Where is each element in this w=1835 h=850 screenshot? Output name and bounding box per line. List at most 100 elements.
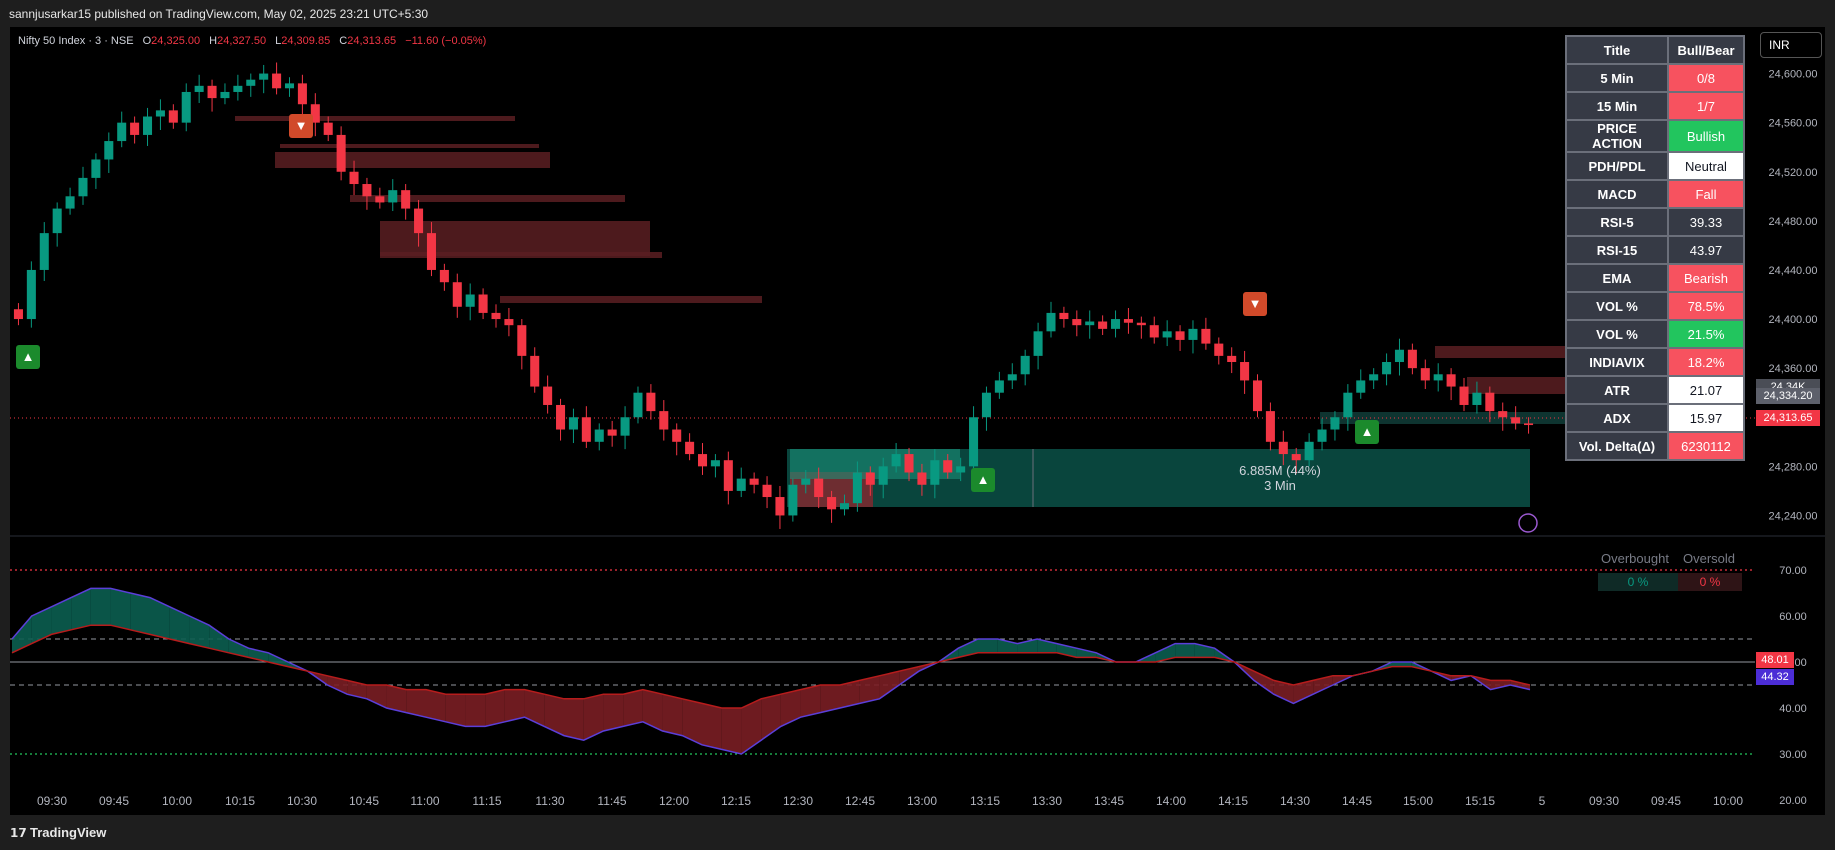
candle-body xyxy=(775,497,785,516)
candle-body xyxy=(1420,368,1430,381)
candle-body xyxy=(1304,441,1314,461)
candle-body xyxy=(865,472,875,485)
tradingview-logo[interactable]: 𝟭𝟳 TradingView xyxy=(10,825,106,840)
time-tick-label: 09:30 xyxy=(37,794,67,808)
candle-body xyxy=(284,83,295,89)
candle-body xyxy=(39,233,49,270)
candle-body xyxy=(1524,423,1534,426)
supply-zone xyxy=(280,144,539,148)
dashboard-row: 15 Min 1/7 xyxy=(1565,91,1745,121)
candle-body xyxy=(78,177,88,197)
candle-body xyxy=(336,134,346,172)
time-tick-label: 13:45 xyxy=(1094,794,1124,808)
rsi-fill-segment xyxy=(228,639,249,658)
rsi-fill-segment xyxy=(1490,680,1511,690)
currency-label: INR xyxy=(1769,38,1790,52)
price-tick-label: 24,600.00 xyxy=(1769,69,1818,81)
sell-marker-1[interactable]: ▼ xyxy=(289,114,313,138)
candle-body xyxy=(1033,331,1043,356)
buy-marker-3[interactable]: ▲ xyxy=(1355,420,1379,444)
buy-marker-1[interactable]: ▲ xyxy=(16,345,40,369)
candle-body xyxy=(969,417,979,467)
candle-body xyxy=(233,85,243,92)
rsi-fill-segment xyxy=(209,625,229,653)
candle-body xyxy=(130,122,140,135)
candle-body xyxy=(1433,374,1443,381)
oversold-value: 0 % xyxy=(1678,573,1742,591)
candle-body xyxy=(710,460,720,467)
price-tick-label: 24,280.00 xyxy=(1769,461,1818,473)
overbought-value: 0 % xyxy=(1598,573,1678,591)
price-tick-label: 24,520.00 xyxy=(1769,167,1818,179)
close-value: 24,313.65 xyxy=(347,35,397,47)
rsi-fill-segment xyxy=(662,694,683,736)
candle-body xyxy=(401,190,411,209)
buy-marker-2[interactable]: ▲ xyxy=(971,468,995,492)
candle-body xyxy=(827,497,837,510)
candle-body xyxy=(581,417,591,442)
candle-body xyxy=(1485,392,1495,412)
candle-body xyxy=(478,294,488,313)
rsi-fill-segment xyxy=(386,685,407,713)
price-tick-label: 24,240.00 xyxy=(1769,510,1818,522)
dashboard-row: MACD Fall xyxy=(1565,179,1745,209)
time-tick-label: 14:45 xyxy=(1342,794,1372,808)
high-label: H xyxy=(209,35,218,47)
candle-body xyxy=(1446,374,1456,387)
currency-button[interactable]: INR xyxy=(1760,32,1822,58)
rsi-fill-segment xyxy=(110,588,131,630)
overbought-label: Overbought xyxy=(1601,551,1669,566)
last-price-value: 24,313.65 xyxy=(1763,412,1813,424)
candle-body xyxy=(194,85,204,92)
rsi-tick-label: 40.00 xyxy=(1779,703,1807,715)
dashboard-value-cell: Bearish xyxy=(1667,263,1745,293)
time-tick-label: 09:45 xyxy=(1651,794,1681,808)
time-tick-label: 15:00 xyxy=(1403,794,1433,808)
candle-body xyxy=(52,208,62,234)
rsi-fill-segment xyxy=(1392,662,1412,667)
dashboard-title-cell: PDH/PDL xyxy=(1565,151,1669,181)
candle-body xyxy=(1291,454,1301,461)
time-tick-label: 10:45 xyxy=(349,794,379,808)
dashboard-row: Vol. Delta(Δ) 6230112 xyxy=(1565,431,1745,461)
rsi-fill-segment xyxy=(524,689,545,727)
change-value: −11.60 (−0.05%) xyxy=(405,35,487,47)
candle-body xyxy=(788,484,798,516)
symbol-name: Nifty 50 Index · 3 · NSE xyxy=(18,35,134,47)
rsi-fill-segment xyxy=(840,680,860,708)
candle-body xyxy=(259,73,269,80)
time-tick-label: 11:30 xyxy=(535,794,564,808)
candle-body xyxy=(530,355,540,387)
time-tick-label: 10:00 xyxy=(162,794,192,808)
rsi-fill-segment xyxy=(189,616,210,649)
candle-body xyxy=(388,190,398,203)
candle-body xyxy=(943,460,953,473)
rsi-tick-label: 70.00 xyxy=(1779,565,1807,577)
candle-body xyxy=(323,122,333,135)
candle-body xyxy=(117,122,127,142)
candle-body xyxy=(504,319,514,326)
rsi-fill-segment xyxy=(504,689,525,722)
dashboard-header-row: Title Bull/Bear xyxy=(1565,35,1745,65)
candle-body xyxy=(1059,312,1069,320)
rsi-fill-segment xyxy=(31,606,52,644)
ask-tag-value: 24,334.20 xyxy=(1763,390,1813,402)
candle-body xyxy=(852,472,862,504)
rsi-fill-segment xyxy=(1293,680,1314,704)
rsi-fill-segment xyxy=(465,694,486,727)
candle-body xyxy=(878,466,888,485)
dashboard-value-cell: 21.5% xyxy=(1667,319,1745,349)
brand-label: TradingView xyxy=(30,825,107,840)
last-price-tag: 24,313.65 xyxy=(1756,410,1820,426)
sell-marker-2[interactable]: ▼ xyxy=(1243,292,1267,316)
rsi-fill-segment xyxy=(958,639,978,658)
supply-zone xyxy=(1467,377,1565,394)
candle-body xyxy=(517,325,527,356)
rsi-line-fast xyxy=(11,587,1531,755)
candle-body xyxy=(246,79,256,86)
dashboard-row: 5 Min 0/8 xyxy=(1565,63,1745,93)
volume-profile-label: 6.885M (44%) 3 Min xyxy=(1200,463,1360,493)
dashboard-title-cell: INDIAVIX xyxy=(1565,347,1669,377)
dashboard-row: PDH/PDL Neutral xyxy=(1565,151,1745,181)
